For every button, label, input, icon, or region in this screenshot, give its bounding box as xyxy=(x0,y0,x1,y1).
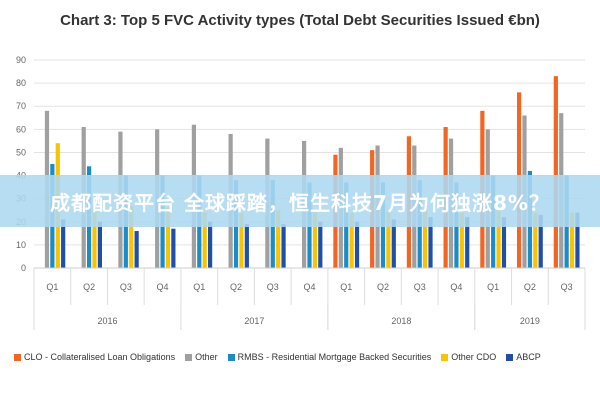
chart-title: Chart 3: Top 5 FVC Activity types (Total… xyxy=(60,12,540,29)
bar xyxy=(171,228,176,268)
x-tick-label: Q2 xyxy=(377,282,389,292)
legend-label: CLO - Collateralised Loan Obligations xyxy=(24,352,176,362)
bar xyxy=(459,212,464,268)
bar xyxy=(553,76,558,268)
x-tick-label: Q1 xyxy=(46,282,58,292)
bar xyxy=(386,212,391,268)
legend-swatch xyxy=(506,353,514,361)
legend-swatch xyxy=(185,353,193,361)
bar xyxy=(391,219,396,268)
legend-swatch xyxy=(441,353,449,361)
x-tick-label: Q3 xyxy=(561,282,573,292)
bar xyxy=(165,207,171,268)
x-tick-label: Q3 xyxy=(120,282,132,292)
bar xyxy=(575,212,580,268)
year-label: 2016 xyxy=(97,316,117,326)
year-label: 2017 xyxy=(244,316,264,326)
legend-item: Other xyxy=(185,352,218,362)
legend-item: Other CDO xyxy=(441,352,496,362)
y-tick-label: 50 xyxy=(16,147,26,157)
year-label: 2018 xyxy=(391,316,411,326)
bar xyxy=(501,217,507,268)
bar xyxy=(465,217,470,268)
x-tick-label: Q3 xyxy=(267,282,279,292)
x-tick-label: Q3 xyxy=(414,282,426,292)
bar xyxy=(312,210,317,268)
x-tick-label: Q1 xyxy=(193,282,205,292)
bar xyxy=(533,212,538,268)
x-tick-label: Q4 xyxy=(450,282,462,292)
bar xyxy=(134,231,139,268)
y-tick-label: 0 xyxy=(21,263,26,273)
bar xyxy=(61,219,66,268)
legend-swatch xyxy=(227,353,235,361)
legend-label: RMBS - Residential Mortgage Backed Secur… xyxy=(237,352,432,362)
x-tick-label: Q2 xyxy=(230,282,242,292)
x-tick-label: Q1 xyxy=(340,282,352,292)
x-tick-label: Q2 xyxy=(524,282,536,292)
legend-item: ABCP xyxy=(506,352,541,362)
y-tick-label: 10 xyxy=(16,240,26,250)
bar xyxy=(428,217,433,268)
legend-label: ABCP xyxy=(516,352,541,362)
y-tick-label: 80 xyxy=(16,78,26,88)
x-tick-label: Q2 xyxy=(83,282,95,292)
bar xyxy=(208,221,213,268)
bar xyxy=(569,212,575,268)
bar xyxy=(281,224,286,268)
bar xyxy=(354,221,360,268)
bar xyxy=(239,212,244,268)
bar xyxy=(129,205,134,268)
bar xyxy=(496,210,501,268)
chart-legend: CLO - Collateralised Loan Obligations Oth… xyxy=(14,352,594,362)
bar xyxy=(349,212,354,268)
bar xyxy=(97,221,102,268)
bar xyxy=(538,214,543,268)
legend-item: RMBS - Residential Mortgage Backed Secur… xyxy=(227,352,432,362)
overlay-banner: 成都配资平台 全球踩踏，恒生科技7月为何独涨8%？ xyxy=(0,175,600,227)
legend-item: CLO - Collateralised Loan Obligations xyxy=(14,352,175,362)
x-tick-label: Q4 xyxy=(157,282,169,292)
bar xyxy=(423,210,428,268)
y-tick-label: 60 xyxy=(16,124,26,134)
y-tick-label: 70 xyxy=(16,101,26,111)
legend-label: Other xyxy=(195,352,218,362)
bar xyxy=(276,210,281,268)
legend-label: Other CDO xyxy=(451,352,497,362)
year-label: 2019 xyxy=(520,316,540,326)
bar xyxy=(92,207,97,268)
x-tick-label: Q4 xyxy=(303,282,315,292)
bar xyxy=(202,212,207,268)
bar xyxy=(318,221,323,268)
legend-swatch xyxy=(14,353,21,361)
y-tick-label: 90 xyxy=(16,55,26,65)
x-tick-label: Q1 xyxy=(487,282,499,292)
bar xyxy=(244,224,249,268)
